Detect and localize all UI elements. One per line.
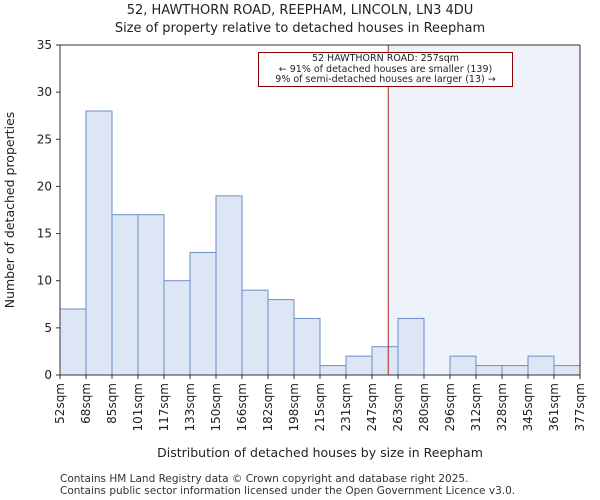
x-tick-label: 150sqm [209, 383, 223, 431]
bar [215, 195, 243, 376]
y-tick-label: 5 [44, 321, 52, 335]
x-tick-label: 182sqm [261, 383, 275, 431]
bar [319, 365, 347, 376]
y-tick-label: 15 [37, 227, 52, 241]
x-tick-label: 198sqm [287, 383, 301, 431]
bar [345, 355, 373, 376]
x-tick-label: 377sqm [573, 383, 587, 431]
bar [527, 355, 555, 376]
y-tick-label: 10 [37, 274, 52, 288]
x-tick-label: 328sqm [495, 383, 509, 431]
x-tick-label: 263sqm [391, 383, 405, 431]
y-tick-label: 25 [37, 132, 52, 146]
x-axis-title: Distribution of detached houses by size … [157, 445, 483, 460]
bar [501, 365, 529, 376]
annotation-line-2: ← 91% of detached houses are smaller (13… [278, 63, 493, 75]
annotation-line-3: 9% of semi-detached houses are larger (1… [275, 74, 496, 85]
x-tick-label: 345sqm [521, 383, 535, 431]
bar [371, 346, 399, 376]
x-tick-label: 68sqm [79, 383, 93, 424]
y-tick-label: 20 [37, 179, 52, 193]
x-tick-label: 166sqm [235, 383, 249, 431]
footer-licence: Contains public sector information licen… [60, 485, 516, 497]
annotation-line-1: 52 HAWTHORN ROAD: 257sqm [311, 53, 460, 64]
chart-subtitle: Size of property relative to detached ho… [114, 21, 486, 36]
bar [475, 365, 503, 376]
property-annotation-box: 52 HAWTHORN ROAD: 257sqm ← 91% of detach… [258, 52, 513, 87]
x-tick-label: 133sqm [183, 383, 197, 431]
x-tick-label: 117sqm [157, 383, 171, 431]
x-tick-label: 312sqm [469, 383, 483, 431]
y-tick-label: 35 [37, 38, 52, 52]
y-tick-label: 30 [37, 85, 52, 99]
bar [449, 355, 477, 376]
y-tick-label: 0 [44, 368, 52, 382]
bar [59, 308, 87, 376]
bar [293, 317, 321, 376]
x-tick-label: 101sqm [131, 383, 145, 431]
x-tick-label: 296sqm [443, 383, 457, 431]
y-axis-title: Number of detached properties [2, 112, 17, 309]
x-tick-label: 280sqm [417, 383, 431, 431]
bar [189, 251, 217, 376]
bar [163, 280, 191, 376]
chart-title: 52, HAWTHORN ROAD, REEPHAM, LINCOLN, LN3… [126, 3, 474, 18]
x-tick-label: 247sqm [365, 383, 379, 431]
x-tick-label: 85sqm [105, 383, 119, 424]
bar [111, 214, 139, 376]
x-tick-label: 52sqm [53, 383, 67, 424]
footer-copyright: Contains HM Land Registry data © Crown c… [60, 473, 469, 485]
bar [241, 289, 269, 376]
bar [397, 317, 425, 376]
bar [137, 214, 165, 376]
bar [267, 299, 295, 376]
x-tick-label: 361sqm [547, 383, 561, 431]
bar [553, 365, 581, 376]
x-tick-label: 215sqm [313, 383, 327, 431]
bar [85, 110, 113, 376]
x-tick-label: 231sqm [339, 383, 353, 431]
